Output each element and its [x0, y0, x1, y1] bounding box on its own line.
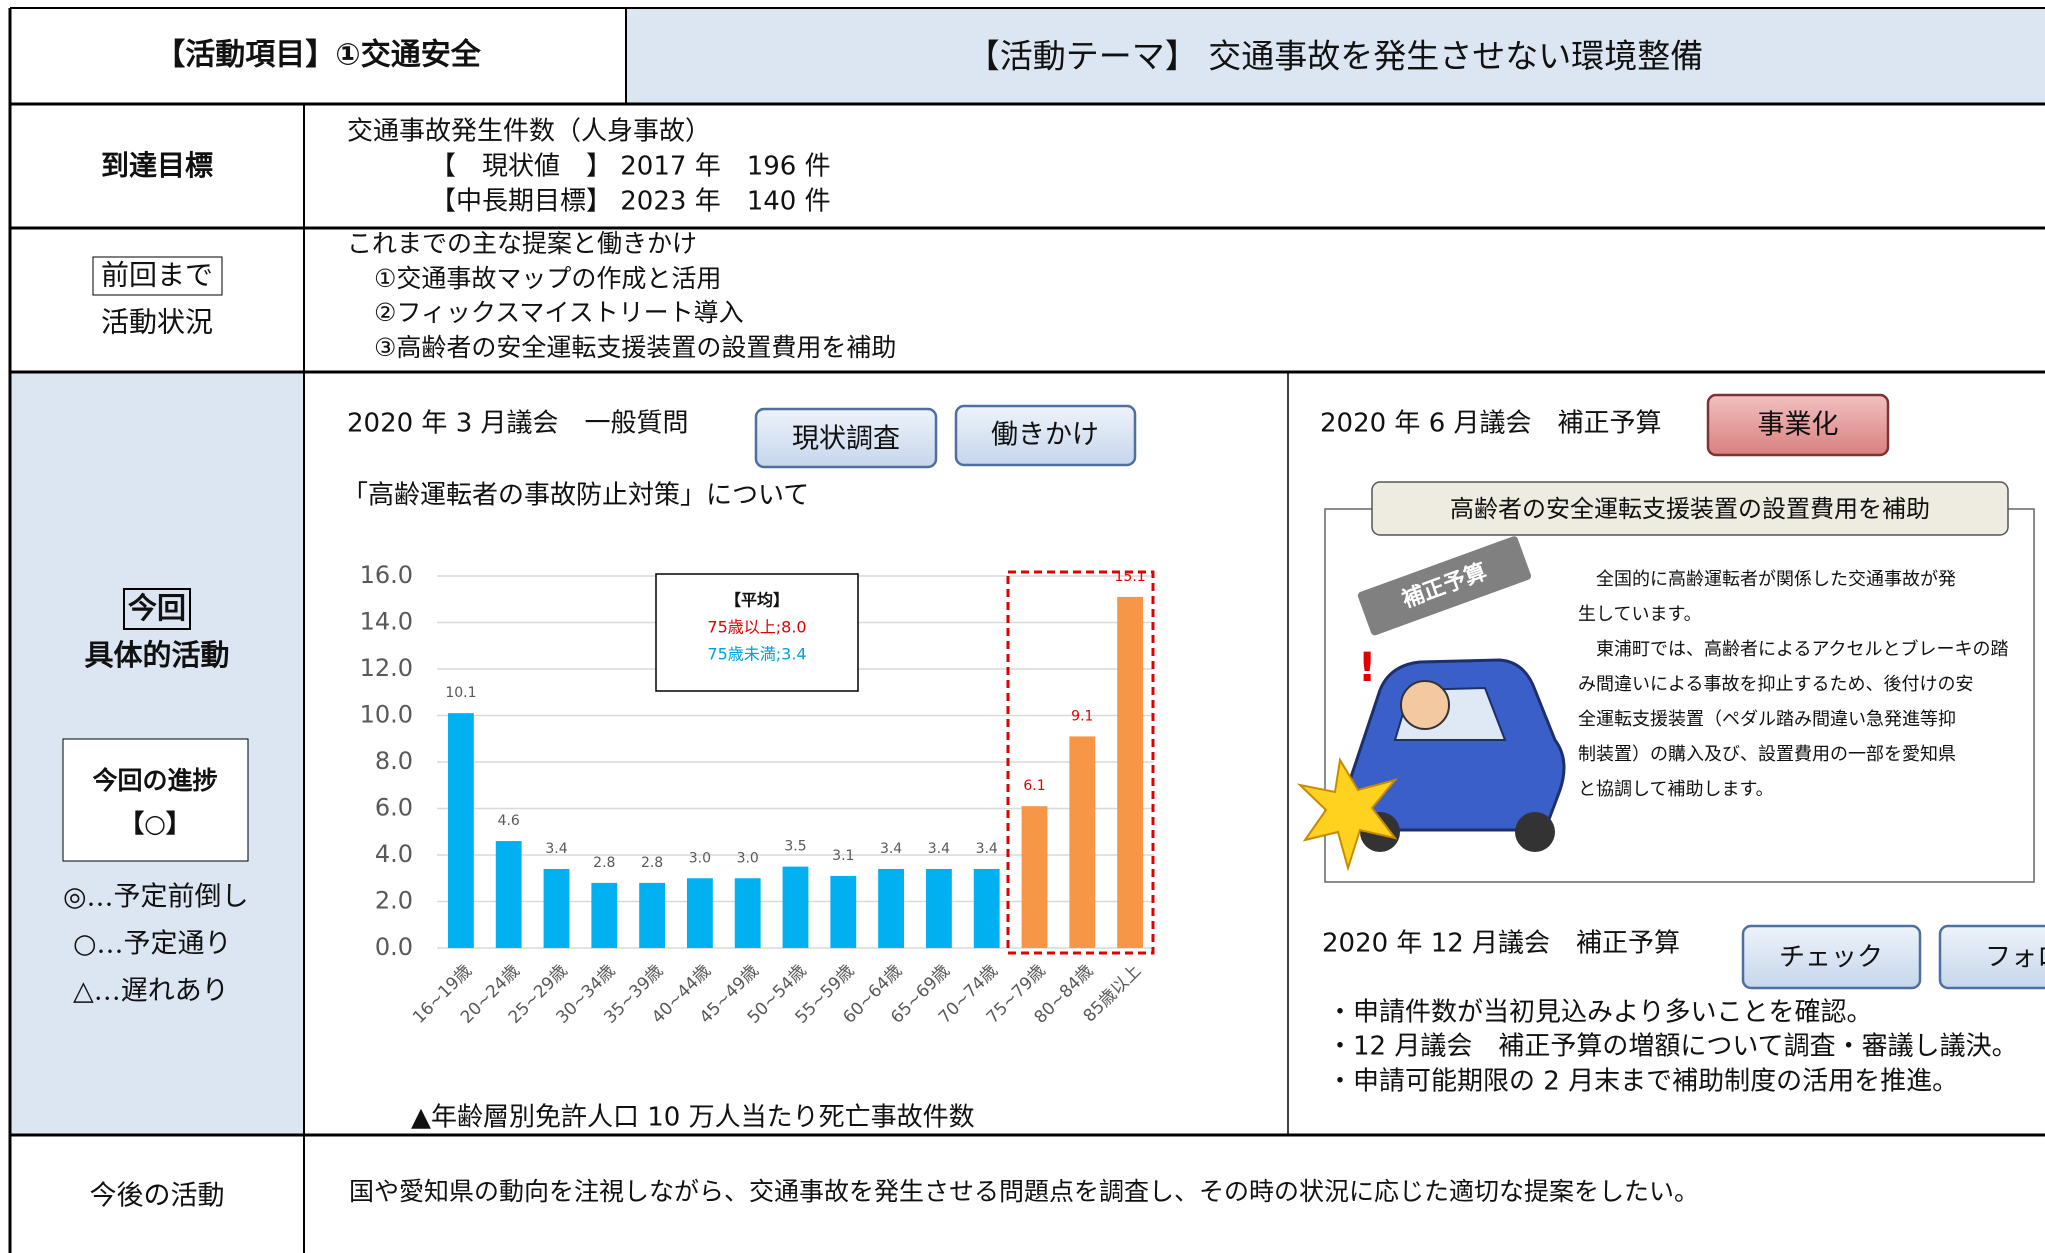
march-heading: 2020 年 3 月議会 一般質問 [347, 409, 689, 439]
bar [1117, 597, 1143, 948]
button-label: チェック [1779, 943, 1883, 973]
button-label: 働きかけ [991, 420, 1099, 451]
goal-line: 【中長期目標】 2023 年 140 件 [430, 187, 831, 217]
december-bullet: ・申請件数が当初見込みより多いことを確認。 [1327, 998, 1872, 1028]
progress-legend: △…遅れあり [73, 976, 229, 1007]
current-label: 今回 [128, 591, 186, 625]
y-tick-label: 0.0 [375, 933, 413, 961]
button-label: フォロ [1985, 943, 2045, 973]
value-label: 3.4 [976, 841, 998, 857]
progress-value: 【○】 [119, 809, 191, 838]
value-label: 3.0 [689, 850, 711, 866]
december-heading: 2020 年 12 月議会 補正予算 [1322, 929, 1680, 959]
chart-caption: ▲年齢層別免許人口 10 万人当たり死亡事故件数 [411, 1103, 975, 1133]
page: 【活動項目】①交通安全 【活動テーマ】 交通事故を発生させない環境整備 到達目標… [0, 0, 2045, 1253]
value-label: 3.4 [880, 841, 902, 857]
december-bullet: ・申請可能期限の 2 月末まで補助制度の活用を推進。 [1327, 1067, 1958, 1097]
average-line: 75歳未満;3.4 [707, 645, 806, 664]
paragraph-line: 生しています。 [1578, 604, 1702, 625]
activity-theme: 【活動テーマ】 交通事故を発生させない環境整備 [967, 37, 1704, 76]
bar [974, 869, 1000, 948]
paragraph-line: 全国的に高齢運転者が関係した交通事故が発 [1578, 569, 1956, 590]
bar [448, 713, 474, 948]
bar [1069, 736, 1095, 948]
bar [496, 841, 522, 948]
goal-line: 交通事故発生件数（人身事故） [347, 117, 711, 147]
bar [639, 883, 665, 948]
y-tick-label: 8.0 [375, 747, 413, 775]
bar [830, 876, 856, 948]
value-label: 3.1 [832, 848, 854, 864]
paragraph-line: 制装置）の購入及び、設置費用の一部を愛知県 [1578, 744, 1956, 765]
previous-label: 活動状況 [101, 306, 213, 339]
value-label: 3.5 [784, 839, 806, 855]
goal-label: 到達目標 [101, 149, 213, 182]
march-topic: 「高齢運転者の事故防止対策」について [342, 481, 809, 511]
y-tick-label: 14.0 [360, 608, 413, 636]
bar [783, 867, 809, 948]
paragraph-line: み間違いによる事故を抑止するため、後付けの安 [1578, 674, 1973, 695]
value-label: 3.4 [545, 841, 567, 857]
bar [735, 878, 761, 948]
progress-legend: ○…予定通り [73, 929, 232, 960]
bar [591, 883, 617, 948]
paragraph-line: と協調して補助します。 [1578, 779, 1774, 800]
activity-item: 【活動項目】①交通安全 [155, 38, 481, 73]
value-label: 6.1 [1023, 778, 1045, 794]
bar [1022, 806, 1048, 948]
june-heading: 2020 年 6 月議会 補正予算 [1320, 409, 1662, 439]
y-tick-label: 6.0 [375, 794, 413, 822]
paragraph-line: 東浦町では、高齢者によるアクセルとブレーキの踏 [1578, 638, 2009, 660]
previous-line: ①交通事故マップの作成と活用 [374, 264, 721, 293]
current-label: 具体的活動 [84, 638, 229, 672]
exclaim-icon: ! [1358, 645, 1376, 691]
y-tick-label: 4.0 [375, 840, 413, 868]
future-label: 今後の活動 [90, 1181, 225, 1212]
goal-line: 【 現状値 】 2017 年 196 件 [430, 152, 831, 182]
bar [878, 869, 904, 948]
december-bullet: ・12 月議会 補正予算の増額について調査・審議し議決。 [1327, 1032, 2018, 1062]
progress-title: 今回の進捗 [92, 766, 217, 795]
previous-line: これまでの主な提案と働きかけ [347, 229, 697, 258]
button-label: 現状調査 [792, 424, 900, 455]
value-label: 3.0 [737, 850, 759, 866]
previous-line: ②フィックスマイストリート導入 [374, 298, 744, 327]
bar [926, 869, 952, 948]
future-text: 国や愛知県の動向を注視しながら、交通事故を発生させる問題点を調査し、その時の状況… [349, 1177, 1699, 1206]
info-title: 高齢者の安全運転支援装置の設置費用を補助 [1450, 495, 1930, 523]
value-label: 3.4 [928, 841, 950, 857]
button-label: 事業化 [1758, 410, 1839, 441]
average-line: 75歳以上;8.0 [707, 618, 806, 637]
average-title: 【平均】 [725, 591, 789, 610]
bar [544, 869, 570, 948]
bar [687, 878, 713, 948]
y-tick-label: 2.0 [375, 887, 413, 915]
value-label: 2.8 [641, 855, 663, 871]
value-label: 2.8 [593, 855, 615, 871]
previous-line: ③高齢者の安全運転支援装置の設置費用を補助 [374, 333, 896, 362]
y-tick-label: 10.0 [360, 701, 413, 729]
value-label: 4.6 [498, 813, 520, 829]
value-label: 9.1 [1071, 708, 1093, 724]
previous-label: 前回まで [101, 259, 213, 292]
y-tick-label: 16.0 [360, 561, 413, 589]
value-label: 10.1 [445, 685, 476, 701]
paragraph-line: 全運転支援装置（ペダル踏み間違い急発進等抑 [1578, 709, 1956, 730]
progress-box [63, 739, 248, 861]
y-tick-label: 12.0 [360, 654, 413, 682]
progress-legend: ◎…予定前倒し [63, 882, 249, 913]
